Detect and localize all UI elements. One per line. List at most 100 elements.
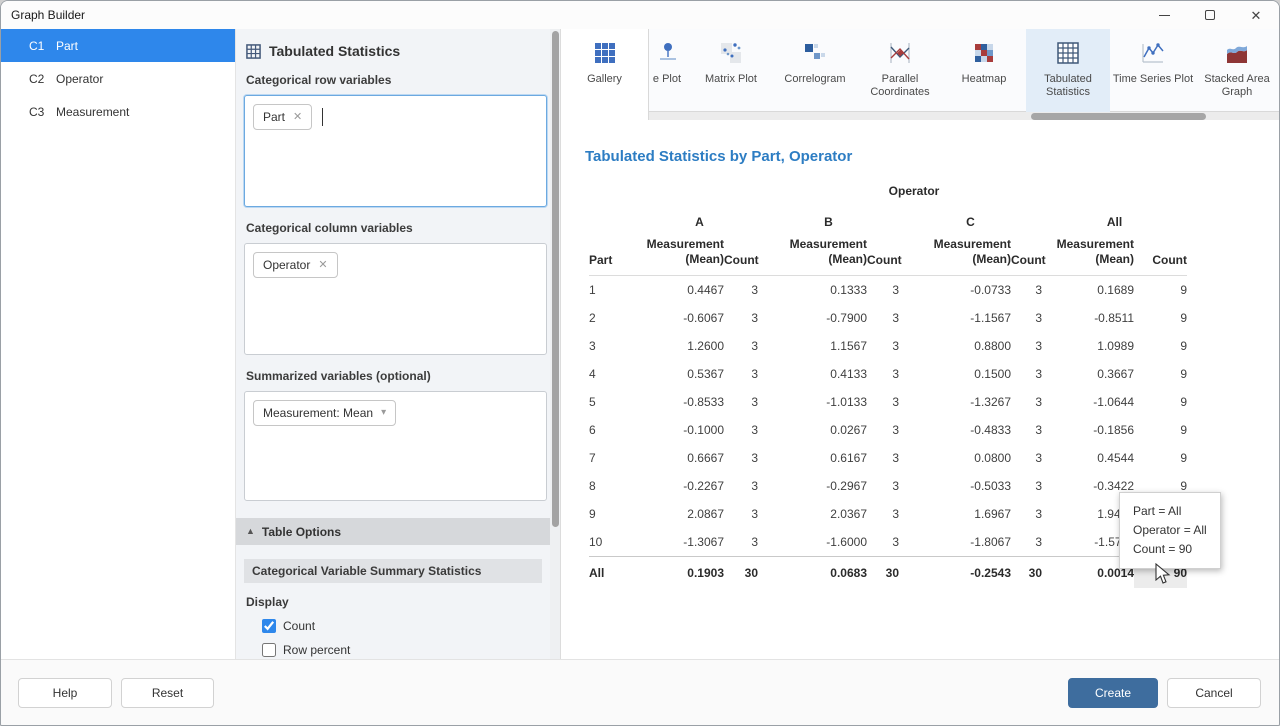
summarized-variables-dropzone[interactable]: Measurement: Mean ▾: [244, 391, 547, 501]
value-cell[interactable]: 3: [751, 423, 758, 437]
value-cell[interactable]: -0.6067: [683, 311, 724, 325]
gallery-item-tabulated-statistics[interactable]: Tabulated Statistics: [1026, 29, 1110, 112]
column-variables-dropzone[interactable]: Operator ✕: [244, 243, 547, 355]
value-cell[interactable]: 3: [1035, 423, 1042, 437]
value-cell[interactable]: 0.4133: [830, 367, 867, 381]
value-cell[interactable]: -1.0644: [1093, 395, 1134, 409]
value-cell[interactable]: 2.0367: [830, 507, 867, 521]
close-button[interactable]: ✕: [1233, 1, 1279, 29]
value-cell[interactable]: 0.4544: [1097, 451, 1134, 465]
value-cell[interactable]: 1.6967: [974, 507, 1011, 521]
remove-chip-icon[interactable]: ✕: [293, 110, 303, 123]
value-cell[interactable]: 9: [1180, 311, 1187, 325]
value-cell[interactable]: -0.3422: [1093, 479, 1134, 493]
value-cell[interactable]: 3: [1035, 395, 1042, 409]
value-cell[interactable]: 1.1567: [830, 339, 867, 353]
value-cell[interactable]: 3: [751, 479, 758, 493]
help-button[interactable]: Help: [18, 678, 112, 708]
value-cell[interactable]: 3: [1035, 339, 1042, 353]
value-cell[interactable]: 1.2600: [687, 339, 724, 353]
gallery-item-gallery[interactable]: Gallery: [561, 29, 649, 120]
value-cell[interactable]: -0.0733: [970, 283, 1011, 297]
panel-scrollbar-thumb[interactable]: [552, 31, 559, 527]
value-cell[interactable]: -0.8533: [683, 395, 724, 409]
value-cell[interactable]: -1.0133: [826, 395, 867, 409]
value-cell[interactable]: 9: [1180, 423, 1187, 437]
checkbox-row-percent[interactable]: Row percent: [262, 643, 560, 657]
value-cell[interactable]: -0.2967: [826, 479, 867, 493]
value-cell[interactable]: -0.1856: [1093, 423, 1134, 437]
gallery-scrollbar-track[interactable]: [649, 112, 1279, 120]
value-cell[interactable]: 3: [892, 535, 899, 549]
value-cell[interactable]: 3: [751, 507, 758, 521]
part-cell[interactable]: 8: [589, 479, 596, 493]
value-cell[interactable]: -1.3067: [683, 535, 724, 549]
value-cell[interactable]: -0.4833: [970, 423, 1011, 437]
sidebar-item-measurement[interactable]: C3 Measurement: [1, 95, 235, 128]
table-options-header[interactable]: ▲ Table Options: [236, 518, 560, 545]
gallery-item-matrix-plot[interactable]: Matrix Plot: [689, 29, 773, 112]
value-cell[interactable]: 3: [751, 339, 758, 353]
value-cell[interactable]: 9: [1180, 367, 1187, 381]
part-cell[interactable]: 7: [589, 451, 596, 465]
row-variables-dropzone[interactable]: Part ✕: [244, 95, 547, 207]
value-cell[interactable]: -0.2543: [899, 556, 1011, 588]
part-cell[interactable]: All: [589, 556, 641, 588]
create-button[interactable]: Create: [1068, 678, 1158, 708]
value-cell[interactable]: 3: [751, 451, 758, 465]
value-cell[interactable]: 3: [1035, 451, 1042, 465]
value-cell[interactable]: 30: [1011, 556, 1042, 588]
value-cell[interactable]: 3: [751, 535, 758, 549]
gallery-item-correlogram[interactable]: Correlogram: [773, 29, 857, 112]
value-cell[interactable]: -0.1000: [683, 423, 724, 437]
gallery-item-stacked-area-graph[interactable]: Stacked Area Graph: [1195, 29, 1279, 112]
value-cell[interactable]: 0.6167: [830, 451, 867, 465]
part-cell[interactable]: 9: [589, 507, 596, 521]
value-cell[interactable]: 3: [751, 395, 758, 409]
value-cell[interactable]: 0.1689: [1097, 283, 1134, 297]
value-cell[interactable]: 2.0867: [687, 507, 724, 521]
value-cell[interactable]: 3: [892, 507, 899, 521]
value-cell[interactable]: 0.0267: [830, 423, 867, 437]
value-cell[interactable]: -1.8067: [970, 535, 1011, 549]
value-cell[interactable]: 0.1333: [830, 283, 867, 297]
gallery-item-time-series-plot[interactable]: Time Series Plot: [1111, 29, 1195, 112]
value-cell[interactable]: 3: [1035, 479, 1042, 493]
maximize-button[interactable]: [1187, 1, 1233, 29]
value-cell[interactable]: 3: [892, 283, 899, 297]
value-cell[interactable]: 0.3667: [1097, 367, 1134, 381]
value-cell[interactable]: -1.3267: [970, 395, 1011, 409]
part-cell[interactable]: 3: [589, 339, 596, 353]
value-cell[interactable]: 30: [867, 556, 899, 588]
part-cell[interactable]: 4: [589, 367, 596, 381]
value-cell[interactable]: 0.1500: [974, 367, 1011, 381]
gallery-item-parallel-coordinates[interactable]: Parallel Coordinates: [858, 29, 942, 112]
reset-button[interactable]: Reset: [121, 678, 214, 708]
value-cell[interactable]: 3: [751, 283, 758, 297]
value-cell[interactable]: 3: [1035, 367, 1042, 381]
value-cell[interactable]: 0.1903: [641, 556, 724, 588]
value-cell[interactable]: 3: [1035, 283, 1042, 297]
value-cell[interactable]: -0.8511: [1094, 311, 1134, 325]
value-cell[interactable]: 3: [751, 367, 758, 381]
value-cell[interactable]: 3: [892, 479, 899, 493]
value-cell[interactable]: 3: [892, 451, 899, 465]
value-cell[interactable]: 9: [1180, 479, 1187, 493]
value-cell[interactable]: 3: [1035, 535, 1042, 549]
sidebar-item-part[interactable]: C1 Part: [1, 29, 235, 62]
value-cell[interactable]: -0.7900: [826, 311, 867, 325]
variable-chip-operator[interactable]: Operator ✕: [253, 252, 338, 278]
value-cell[interactable]: -0.5033: [970, 479, 1011, 493]
part-cell[interactable]: 6: [589, 423, 596, 437]
value-cell[interactable]: 9: [1180, 283, 1187, 297]
value-cell[interactable]: 0.5367: [687, 367, 724, 381]
value-cell[interactable]: 0.8800: [974, 339, 1011, 353]
value-cell[interactable]: 3: [892, 367, 899, 381]
part-cell[interactable]: 10: [589, 535, 603, 549]
checkbox-count[interactable]: Count: [262, 619, 560, 633]
value-cell[interactable]: 3: [892, 423, 899, 437]
variable-chip-measurement-mean[interactable]: Measurement: Mean ▾: [253, 400, 397, 426]
cancel-button[interactable]: Cancel: [1167, 678, 1261, 708]
value-cell[interactable]: -0.2267: [683, 479, 724, 493]
remove-chip-icon[interactable]: ✕: [318, 258, 328, 271]
